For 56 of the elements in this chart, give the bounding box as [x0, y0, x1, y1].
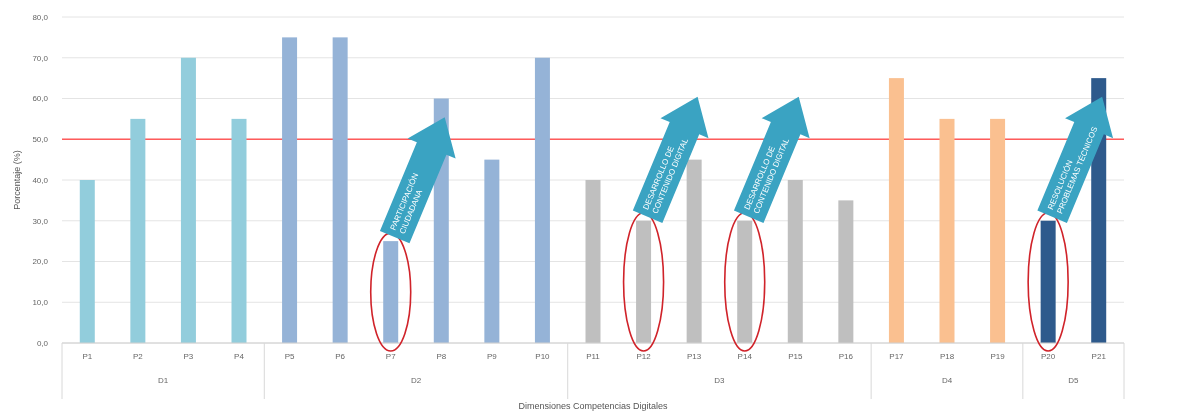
x-tick-label: P7 [385, 352, 397, 361]
x-tick-label: P15 [788, 352, 803, 361]
x-tick-label: P8 [436, 352, 447, 361]
text: D5 [1068, 376, 1080, 385]
y-tick-label: 40,0 [32, 175, 49, 185]
bar [990, 118, 1006, 343]
y-axis-title: Porcentaje (%) [12, 150, 22, 210]
y-tick-label: 10,0 [32, 298, 49, 308]
y-tick-label: 50,0 [32, 135, 49, 145]
y-tick-label: 70,0 [32, 53, 49, 63]
x-axis-title: Dimensiones Competencias Digitales [518, 401, 669, 411]
bar [282, 37, 298, 343]
x-tick-label: P14 [737, 352, 753, 361]
bar [534, 57, 550, 343]
x-tick-label: P11 [586, 352, 601, 361]
x-tick-label: P12 [636, 352, 652, 361]
text: D3 [714, 376, 726, 385]
x-tick-label: P1 [82, 352, 93, 361]
bar [383, 241, 399, 343]
x-tick-label: P16 [838, 352, 854, 361]
bar [686, 159, 702, 343]
x-tick-label: P21 [1091, 352, 1107, 361]
bar [636, 220, 652, 343]
bar [737, 220, 753, 343]
y-tick-label: 80,0 [32, 12, 49, 22]
text: D1 [158, 376, 169, 385]
text: D4 [941, 376, 953, 385]
x-tick-label: P20 [1041, 352, 1056, 361]
y-tick-label: 0,0 [36, 338, 49, 348]
bar [180, 57, 196, 343]
bar [585, 180, 601, 343]
bar [130, 118, 146, 343]
bar [787, 180, 803, 343]
bar [332, 37, 348, 343]
bar [484, 159, 500, 343]
x-tick-label: P17 [889, 352, 905, 361]
x-tick-label: P10 [535, 352, 551, 361]
y-tick-label: 20,0 [32, 257, 49, 267]
x-tick-label: P5 [284, 352, 296, 361]
bar [79, 180, 95, 343]
y-tick-label: 30,0 [32, 216, 49, 226]
bar [231, 118, 247, 343]
y-tick-label: 60,0 [32, 94, 49, 104]
x-tick-label: P4 [234, 352, 245, 361]
bar [1040, 220, 1056, 343]
x-tick-label: P13 [687, 352, 702, 361]
x-tick-label: P2 [132, 352, 144, 361]
x-tick-label: P6 [335, 352, 346, 361]
bar [888, 78, 904, 343]
x-tick-label: P19 [990, 352, 1006, 361]
bar [939, 118, 955, 343]
bar [838, 200, 854, 343]
text: D2 [410, 376, 422, 385]
x-tick-label: P18 [939, 352, 955, 361]
x-tick-label: P9 [486, 352, 498, 361]
x-tick-label: P3 [183, 352, 194, 361]
